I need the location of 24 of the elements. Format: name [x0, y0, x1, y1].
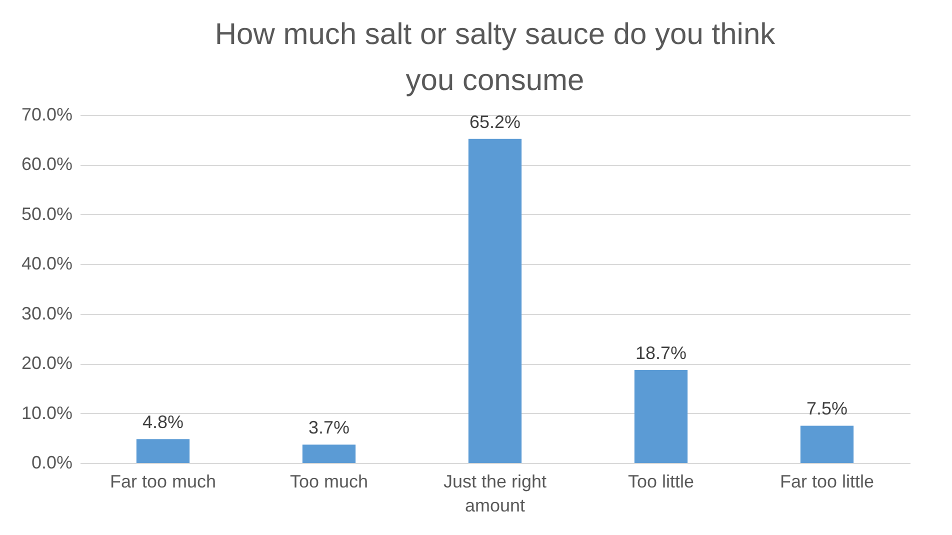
x-tick-label: Far too little	[780, 472, 874, 492]
data-label: 18.7%	[635, 343, 687, 364]
x-tick-label: Too much	[290, 472, 368, 492]
x-tick-label: Far too much	[110, 472, 216, 492]
y-tick-label: 20.0%	[21, 353, 72, 374]
y-tick-label: 60.0%	[21, 154, 72, 174]
y-tick-label: 0.0%	[31, 452, 72, 472]
y-tick-label: 50.0%	[21, 204, 72, 224]
x-tick-label: Too little	[628, 472, 694, 492]
y-tick-label: 70.0%	[21, 104, 72, 124]
x-tick-label: Just the right amount	[443, 472, 547, 516]
bar	[468, 138, 522, 463]
data-label: 4.8%	[142, 412, 184, 432]
data-label: 3.7%	[308, 418, 350, 438]
bar	[302, 444, 356, 463]
y-tick-label: 30.0%	[21, 303, 72, 324]
data-label: 65.2%	[469, 112, 521, 132]
y-tick-label: 10.0%	[21, 402, 72, 423]
bar	[634, 370, 688, 463]
y-tick-label: 40.0%	[21, 254, 72, 274]
data-label: 7.5%	[806, 398, 848, 419]
bar	[800, 426, 854, 463]
chart-title: How much salt or salty sauce do you think you consume	[214, 18, 776, 97]
bar	[136, 439, 190, 463]
